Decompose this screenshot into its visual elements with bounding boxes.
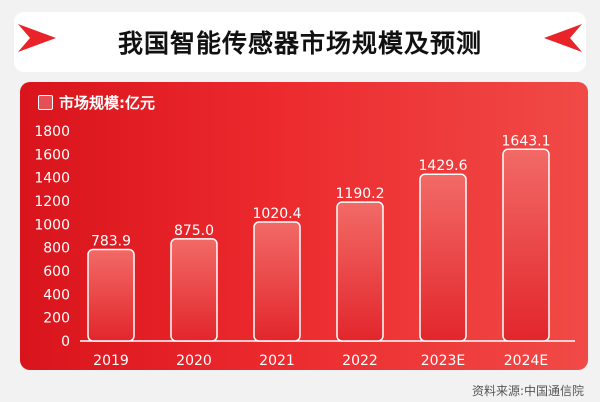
legend-swatch	[38, 95, 53, 110]
y-tick-label: 1600	[34, 147, 70, 163]
bar	[502, 148, 550, 342]
bar-chart: 0 200 400 600 800 1000 1200 1400 1600 1800 783.9 20…	[34, 124, 575, 369]
y-tick-label: 0	[61, 334, 70, 350]
play-arrow-icon	[544, 24, 582, 52]
x-tick-label: 2019	[93, 353, 129, 369]
title-bar: 我国智能传感器市场规模及预测	[14, 12, 586, 72]
x-tick-label: 2021	[259, 353, 295, 369]
y-tick-label: 1200	[34, 194, 70, 210]
data-label: 1643.1	[502, 133, 551, 149]
bar	[336, 201, 384, 342]
legend: 市场规模:亿元	[38, 92, 155, 113]
bar	[253, 221, 301, 342]
y-tick-label: 800	[43, 241, 70, 257]
bar	[170, 238, 218, 342]
x-tick-label: 2023E	[421, 353, 465, 369]
y-tick-label: 600	[43, 264, 70, 280]
bar	[87, 248, 135, 342]
data-label: 783.9	[91, 234, 131, 250]
x-tick-label: 2020	[176, 353, 212, 369]
data-label: 1190.2	[336, 186, 385, 202]
y-tick-label: 1400	[34, 171, 70, 187]
data-label: 1429.6	[419, 158, 468, 174]
legend-label: 市场规模:亿元	[59, 94, 155, 112]
y-tick-label: 1800	[34, 124, 70, 140]
y-tick-label: 1000	[34, 217, 70, 233]
chart-title: 我国智能传感器市场规模及预测	[117, 29, 482, 58]
data-label: 1020.4	[253, 206, 302, 222]
play-arrow-icon	[18, 24, 56, 52]
source-note: 资料来源:中国通信院	[471, 384, 584, 398]
data-label: 875.0	[174, 223, 214, 239]
chart-panel: 0 200 400 600 800 1000 1200 1400 1600 1800 783.9 20…	[20, 82, 588, 370]
x-tick-label: 2022	[342, 353, 378, 369]
y-tick-label: 200	[43, 311, 70, 327]
bar	[419, 173, 467, 342]
y-tick-label: 400	[43, 287, 70, 303]
x-tick-label: 2024E	[504, 353, 548, 369]
